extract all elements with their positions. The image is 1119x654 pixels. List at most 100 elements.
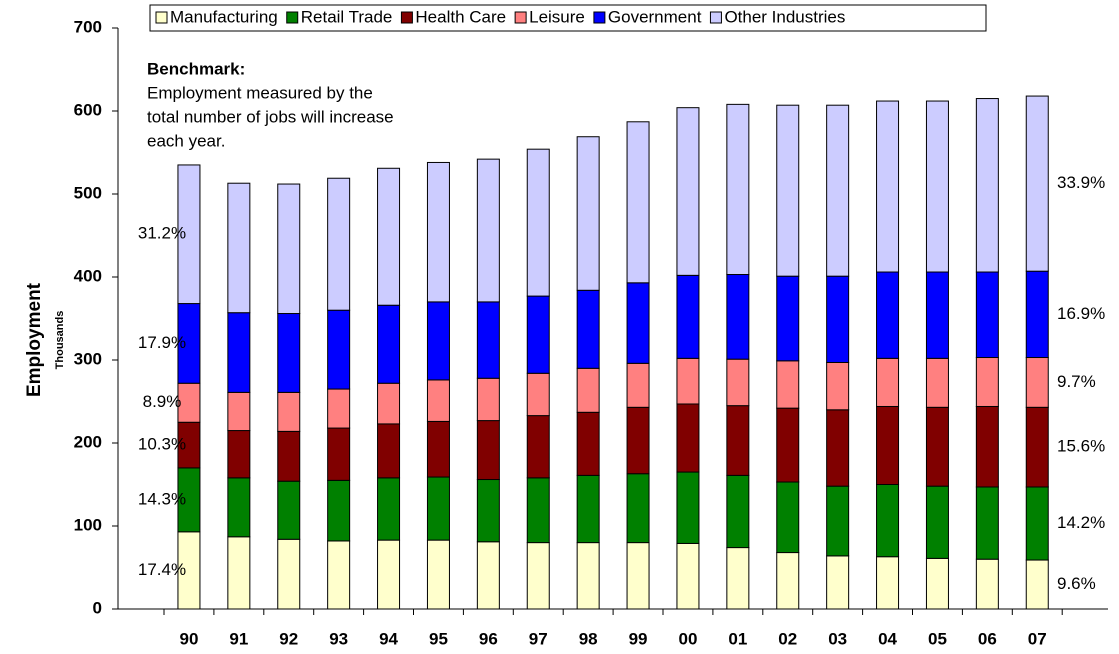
bar-segment <box>876 484 900 558</box>
bar-segment <box>776 104 800 277</box>
annotation-line: each year. <box>147 131 225 150</box>
bar-segment <box>277 391 301 432</box>
bar-segment <box>975 98 999 273</box>
bar-segment <box>925 485 949 559</box>
bar-segment <box>576 474 600 544</box>
bar-segment <box>327 479 351 542</box>
share-label: 17.4% <box>138 560 186 579</box>
share-label: 9.7% <box>1057 372 1096 391</box>
bar-segment <box>426 539 450 610</box>
bar-segment <box>227 182 251 314</box>
x-tick-label: 05 <box>928 629 947 648</box>
bar-segment <box>277 480 301 540</box>
share-label: 10.3% <box>138 435 186 454</box>
bar-segment <box>426 420 450 478</box>
bar-segment <box>676 107 700 276</box>
bar-segment <box>975 558 999 610</box>
bar-segment <box>1025 486 1049 561</box>
bar-segment <box>876 271 900 359</box>
bar-segment <box>776 360 800 409</box>
bar-segment <box>726 103 750 276</box>
y-tick-label: 400 <box>74 266 102 285</box>
bar-segment <box>177 164 201 305</box>
bar-segment <box>327 540 351 610</box>
bar-segment <box>826 485 850 557</box>
bar-segment <box>876 100 900 273</box>
y-axis-subtitle: Thousands <box>54 311 66 370</box>
bar-segment <box>227 391 251 432</box>
bar-segment <box>826 275 850 363</box>
x-tick-label: 01 <box>728 629 747 648</box>
x-tick-label: 95 <box>429 629 448 648</box>
bar-segment <box>377 304 401 384</box>
share-label: 33.9% <box>1057 173 1105 192</box>
bar-segment <box>576 136 600 291</box>
bar-segment <box>975 486 999 560</box>
bar-segment <box>776 275 800 362</box>
bar-segment <box>526 477 550 544</box>
bar-segment <box>726 547 750 610</box>
x-tick-label: 90 <box>179 629 198 648</box>
x-tick-label: 99 <box>629 629 648 648</box>
bar-segment <box>526 372 550 417</box>
bar-segment <box>626 473 650 544</box>
bar-segment <box>277 430 301 482</box>
bar-segment <box>526 415 550 479</box>
bar-segment <box>327 427 351 481</box>
x-tick-label: 04 <box>878 629 897 648</box>
x-tick-label: 06 <box>978 629 997 648</box>
bar-segment <box>1025 357 1049 408</box>
legend-swatch <box>593 11 606 24</box>
x-tick-label: 94 <box>379 629 398 648</box>
bar-segment <box>876 405 900 486</box>
legend-label: Manufacturing <box>170 7 278 26</box>
bar-segment <box>726 358 750 407</box>
bar-segment <box>426 301 450 381</box>
share-label: 9.6% <box>1057 574 1096 593</box>
x-tick-label: 02 <box>778 629 797 648</box>
bar-segment <box>426 379 450 422</box>
bar-segment <box>476 377 500 422</box>
legend-label: Other Industries <box>724 7 845 26</box>
x-tick-label: 97 <box>529 629 548 648</box>
bar-segment <box>1025 559 1049 610</box>
x-tick-label: 91 <box>229 629 248 648</box>
bar-segment <box>377 423 401 479</box>
bar-segment <box>726 405 750 476</box>
legend-swatch <box>514 11 527 24</box>
bar-segment <box>975 357 999 407</box>
bar-segment <box>626 282 650 364</box>
legend-swatch <box>286 11 299 24</box>
bar-segment <box>676 357 700 405</box>
bar-segment <box>576 289 600 369</box>
bar-segment <box>876 357 900 407</box>
y-tick-label: 700 <box>74 17 102 36</box>
bar-segment <box>776 481 800 554</box>
y-tick-label: 500 <box>74 183 102 202</box>
bar-segment <box>377 382 401 425</box>
legend-swatch <box>709 11 722 24</box>
y-tick-label: 100 <box>74 515 102 534</box>
bar-segment <box>576 411 600 476</box>
bar-segment <box>1025 95 1049 272</box>
bar-segment <box>726 474 750 549</box>
bar-segment <box>876 556 900 610</box>
bar-segment <box>227 536 251 610</box>
bar-segment <box>377 477 401 541</box>
bar-segment <box>277 313 301 393</box>
bar-segment <box>925 406 949 487</box>
bar-segment <box>676 403 700 473</box>
legend-label: Health Care <box>415 7 506 26</box>
bar-segment <box>676 471 700 544</box>
x-tick-label: 00 <box>678 629 697 648</box>
bar-segment <box>626 406 650 475</box>
bar-segment <box>426 476 450 541</box>
bar-segment <box>925 557 949 610</box>
bar-segment <box>626 362 650 408</box>
share-label: 17.9% <box>138 333 186 352</box>
bar-segment <box>776 407 800 483</box>
legend-swatch <box>155 11 168 24</box>
bar-segment <box>975 271 999 359</box>
bar-segment <box>476 479 500 543</box>
